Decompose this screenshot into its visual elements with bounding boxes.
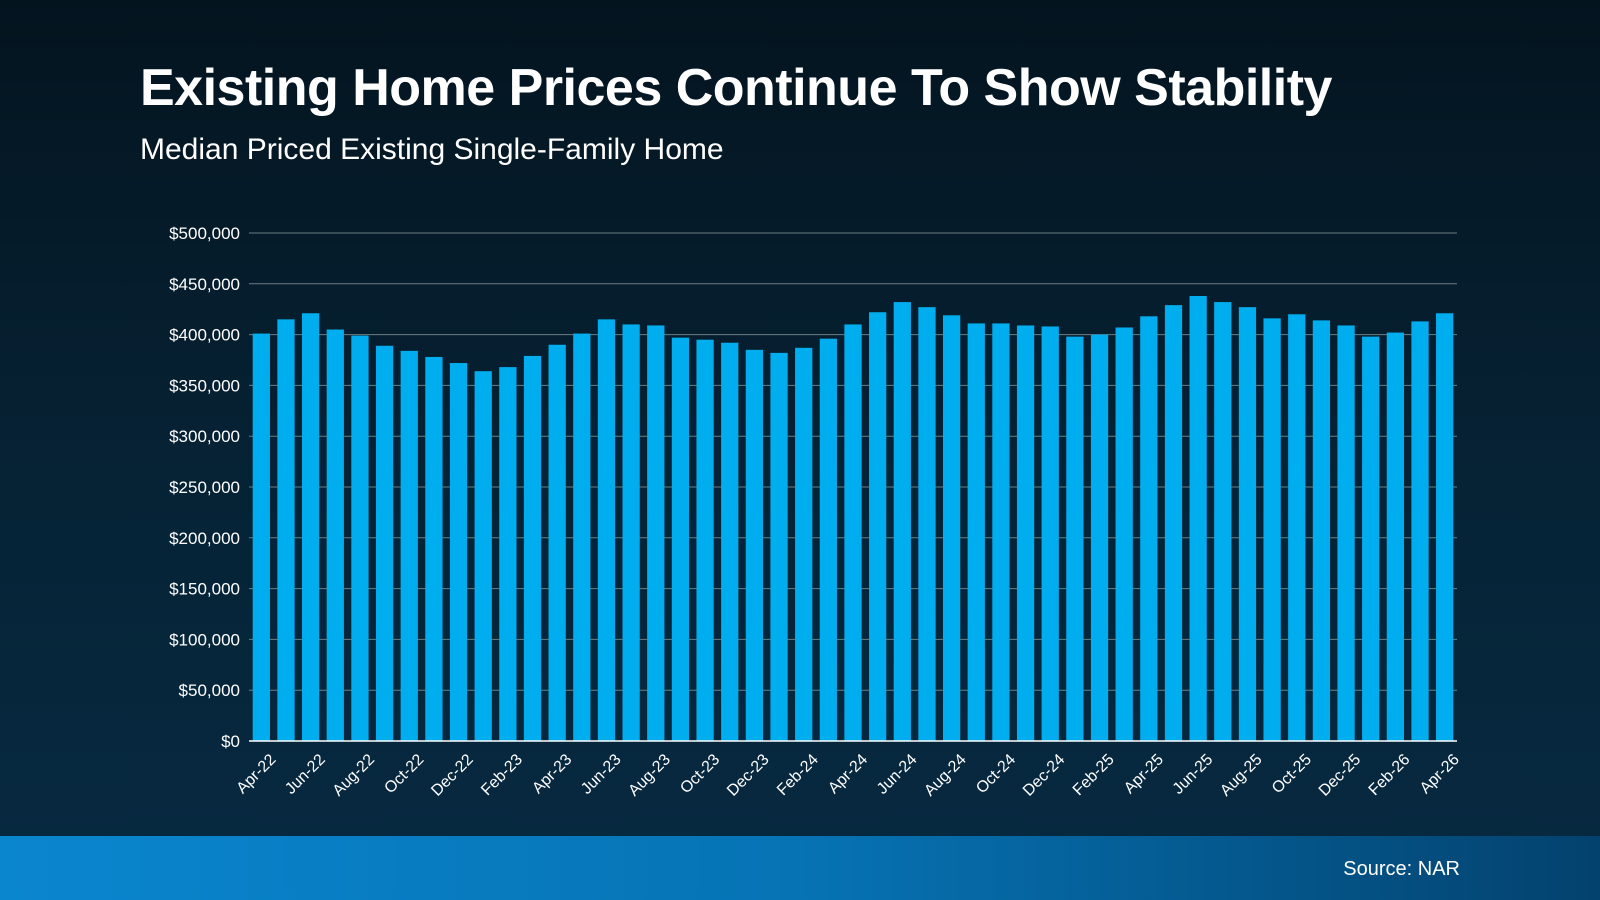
bar-Nov-24	[1016, 325, 1035, 741]
bar-Feb-23	[499, 367, 517, 741]
bar-Sep-22	[375, 345, 394, 741]
source-label: Source: NAR	[1343, 858, 1460, 880]
bar-Oct-25	[1288, 314, 1306, 741]
x-tick-label: Jun-24	[874, 751, 921, 798]
x-tick-label: Feb-23	[478, 751, 526, 799]
bar-Feb-25	[1090, 334, 1109, 741]
bar-Oct-22	[400, 350, 418, 741]
y-tick-label: $0	[221, 732, 240, 751]
x-tick-label: Jun-22	[282, 751, 329, 798]
bar-Mar-26	[1411, 321, 1429, 741]
bar-Apr-26	[1436, 313, 1454, 741]
bar-Nov-25	[1312, 320, 1331, 741]
bar-chart: $0 $50,000 $100,000 $150,000 $200,000 $250,00…	[169, 224, 1463, 800]
bar-Mar-25	[1115, 327, 1133, 741]
bar-Jan-26	[1362, 336, 1380, 741]
x-tick-label: Apr-26	[1417, 751, 1463, 797]
x-tick-label: Aug-25	[1217, 751, 1266, 800]
x-tick-label: Oct-23	[677, 751, 723, 797]
x-tick-label: Apr-25	[1121, 751, 1167, 797]
bar-Jul-25	[1214, 302, 1232, 741]
x-tick-label: Oct-22	[381, 751, 427, 797]
bar-Sep-24	[967, 323, 985, 741]
x-tick-label: Feb-24	[774, 751, 822, 799]
chart-subtitle: Median Priced Existing Single-Family Hom…	[140, 133, 724, 166]
bar-Aug-25	[1238, 307, 1257, 741]
bar-Nov-22	[425, 356, 443, 741]
x-axis-ticks: Apr-22 Jun-22 Aug-22 Oct-22 Dec-22 Feb-23 Apr-…	[234, 751, 1463, 800]
x-tick-label: Jun-23	[578, 751, 625, 798]
chart-title: Existing Home Prices Continue To Show St…	[140, 59, 1332, 117]
bar-Dec-25	[1337, 325, 1355, 741]
bar-Jun-25	[1189, 295, 1207, 741]
y-tick-label: $200,000	[169, 529, 240, 548]
x-tick-label: Dec-23	[724, 751, 773, 800]
x-tick-label: Dec-25	[1316, 751, 1365, 800]
x-tick-label: Apr-23	[529, 751, 575, 797]
bar-Feb-24	[795, 347, 813, 741]
bar-Dec-24	[1041, 326, 1059, 741]
y-tick-label: $250,000	[169, 478, 240, 497]
bar-Apr-23	[548, 344, 566, 741]
bar-Sep-23	[671, 337, 690, 741]
bar-Jan-24	[770, 352, 788, 741]
y-tick-label: $150,000	[169, 580, 240, 599]
x-tick-label: Dec-22	[428, 751, 477, 800]
y-tick-label: $400,000	[169, 326, 240, 345]
footer-bar: Source: NAR	[0, 836, 1600, 900]
bar-Sep-25	[1263, 318, 1281, 741]
x-tick-label: Aug-23	[625, 751, 674, 800]
y-tick-label: $50,000	[179, 681, 240, 700]
x-tick-label: Apr-22	[234, 751, 280, 797]
bar-Feb-26	[1386, 332, 1404, 741]
bar-Jun-22	[302, 313, 320, 741]
bar-Oct-23	[696, 339, 714, 741]
bars	[252, 295, 1454, 741]
bar-Jul-22	[326, 329, 344, 741]
y-tick-label: $350,000	[169, 376, 240, 395]
x-tick-label: Aug-24	[921, 751, 970, 800]
x-tick-label: Dec-24	[1020, 751, 1069, 800]
y-tick-label: $300,000	[169, 427, 240, 446]
bar-Jan-23	[474, 371, 492, 741]
bar-May-25	[1164, 305, 1183, 741]
bar-Jun-23	[597, 319, 616, 741]
bar-Mar-24	[819, 338, 837, 741]
bar-Jul-24	[918, 307, 936, 741]
x-tick-label: Oct-25	[1269, 751, 1315, 797]
x-tick-label: Oct-24	[973, 751, 1019, 797]
bar-Apr-24	[844, 324, 862, 741]
bar-Nov-23	[721, 342, 739, 741]
x-tick-label: Aug-22	[330, 751, 379, 800]
x-tick-label: Apr-24	[825, 751, 871, 797]
bar-May-22	[277, 319, 295, 741]
bar-Apr-22	[252, 333, 270, 741]
bar-Oct-24	[992, 323, 1010, 741]
bar-Dec-22	[449, 363, 468, 741]
bar-Aug-24	[942, 315, 961, 741]
bar-May-23	[573, 333, 591, 741]
bar-Dec-23	[745, 349, 764, 741]
y-tick-label: $450,000	[169, 275, 240, 294]
bar-Jul-23	[622, 324, 640, 741]
bar-Apr-25	[1140, 316, 1158, 741]
y-tick-label: $100,000	[169, 630, 240, 649]
y-axis-ticks: $0 $50,000 $100,000 $150,000 $200,000 $250,00…	[169, 224, 240, 751]
x-tick-label: Jun-25	[1170, 751, 1217, 798]
bar-Jun-24	[893, 302, 911, 741]
bar-Aug-22	[351, 335, 369, 741]
bar-May-24	[869, 312, 887, 741]
x-tick-label: Feb-26	[1366, 751, 1414, 799]
x-tick-label: Feb-25	[1070, 751, 1118, 799]
bar-Jan-25	[1066, 336, 1084, 741]
bar-Aug-23	[647, 325, 665, 741]
bar-Mar-23	[523, 355, 542, 741]
y-tick-label: $500,000	[169, 224, 240, 243]
